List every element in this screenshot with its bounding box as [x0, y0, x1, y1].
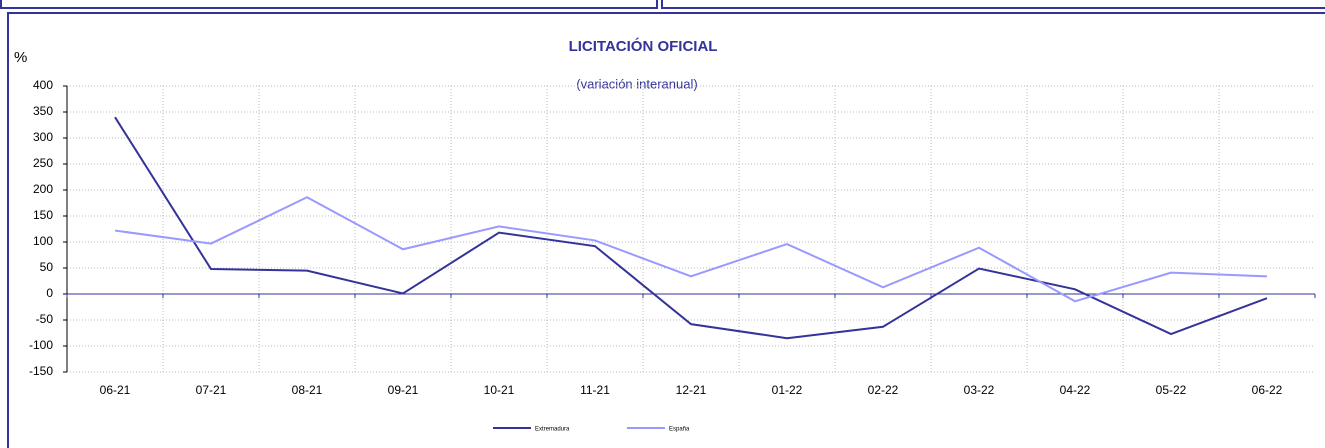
x-tick-label: 06-22: [1252, 383, 1283, 397]
x-tick-label: 08-21: [292, 383, 323, 397]
series-line: [114, 116, 1268, 340]
x-tick-label: 10-21: [484, 383, 515, 397]
y-tick-label: 250: [33, 156, 53, 170]
y-tick-label: 400: [33, 78, 53, 92]
panel-frame: [0, 0, 658, 9]
y-tick-label: -100: [29, 338, 53, 352]
x-tick-label: 12-21: [676, 383, 707, 397]
y-tick-label: 300: [33, 130, 53, 144]
series-line: [114, 196, 1268, 303]
y-tick-label: 100: [33, 234, 53, 248]
y-tick-label: 150: [33, 208, 53, 222]
x-tick-label: 04-22: [1060, 383, 1091, 397]
y-axis-label: %: [14, 49, 27, 66]
x-tick-label: 11-21: [580, 383, 610, 397]
x-tick-label: 05-22: [1156, 383, 1187, 397]
y-tick-label: -50: [36, 312, 54, 326]
x-tick-label: 01-22: [772, 383, 803, 397]
chart-title: LICITACIÓN OFICIAL: [569, 37, 718, 55]
x-tick-label: 09-21: [388, 383, 419, 397]
x-tick-label: 07-21: [196, 383, 227, 397]
y-tick-label: 350: [33, 104, 53, 118]
legend-label: Extremadura: [535, 427, 570, 433]
panel-frame: [661, 0, 1325, 9]
chart-subtitle: (variación interanual): [576, 76, 697, 91]
y-tick-label: 50: [40, 260, 54, 274]
y-tick-label: -150: [29, 364, 53, 378]
y-tick-label: 0: [46, 286, 53, 300]
chart-frame: [7, 12, 1325, 448]
y-tick-label: 200: [33, 182, 53, 196]
legend-label: España: [669, 427, 690, 433]
x-tick-label: 06-21: [100, 383, 131, 397]
x-tick-label: 02-22: [868, 383, 899, 397]
x-tick-label: 03-22: [964, 383, 995, 397]
